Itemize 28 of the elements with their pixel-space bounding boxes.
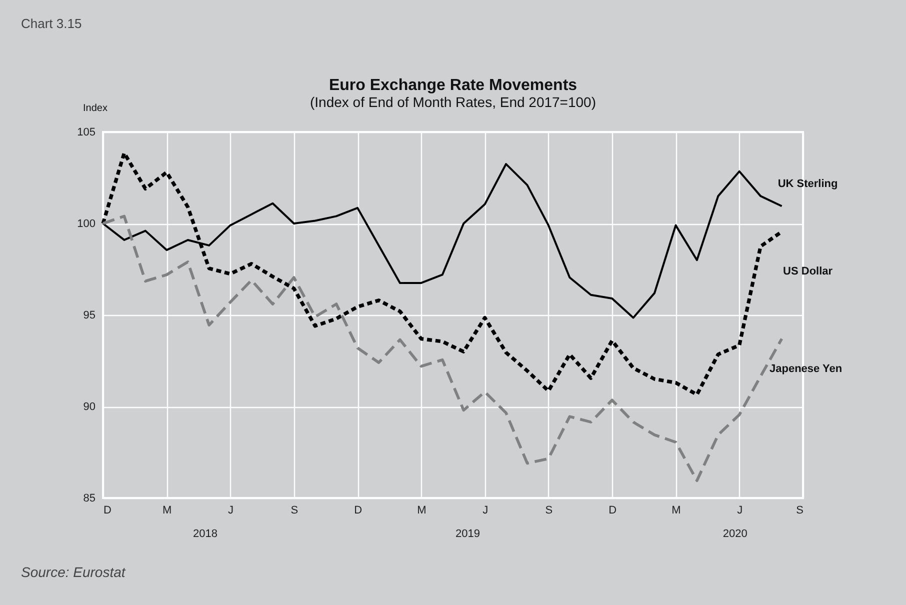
y-tick-label: 100 (77, 218, 96, 230)
source-note: Source: Eurostat (21, 564, 126, 580)
chart-title: Euro Exchange Rate Movements (328, 77, 578, 94)
caption: Chart 3.15 (21, 16, 82, 31)
x-tick-label: M (417, 504, 426, 516)
series-label: Japenese Yen (770, 362, 842, 375)
y-tick-label: 85 (83, 492, 96, 504)
y-tick-label: 95 (83, 310, 96, 322)
text: 2018 (192, 528, 218, 540)
x-tick-label: J (482, 504, 488, 516)
x-tick-label: S (796, 504, 804, 516)
series-label: UK Sterling (778, 178, 838, 190)
x-tick-label: M (162, 504, 172, 516)
y-axis-title: Index (83, 103, 108, 114)
x-tick-label: J (737, 504, 743, 516)
y-tick-label: 90 (83, 401, 96, 413)
x-tick-label: S (290, 504, 298, 516)
x-tick-label: M (672, 504, 681, 516)
text: 2019 (455, 528, 480, 540)
x-tick-label: D (354, 504, 362, 516)
chart-subtitle: (Index of End of Month Rates, End 2017=100) (310, 94, 596, 110)
x-tick-label: J (228, 504, 234, 516)
x-tick-label: S (545, 504, 553, 516)
x-tick-label: D (104, 504, 112, 516)
y-tick-label: 105 (77, 126, 96, 138)
x-tick-label: D (608, 504, 617, 516)
text: US Dollar (783, 266, 834, 278)
text: 2020 (722, 528, 748, 540)
